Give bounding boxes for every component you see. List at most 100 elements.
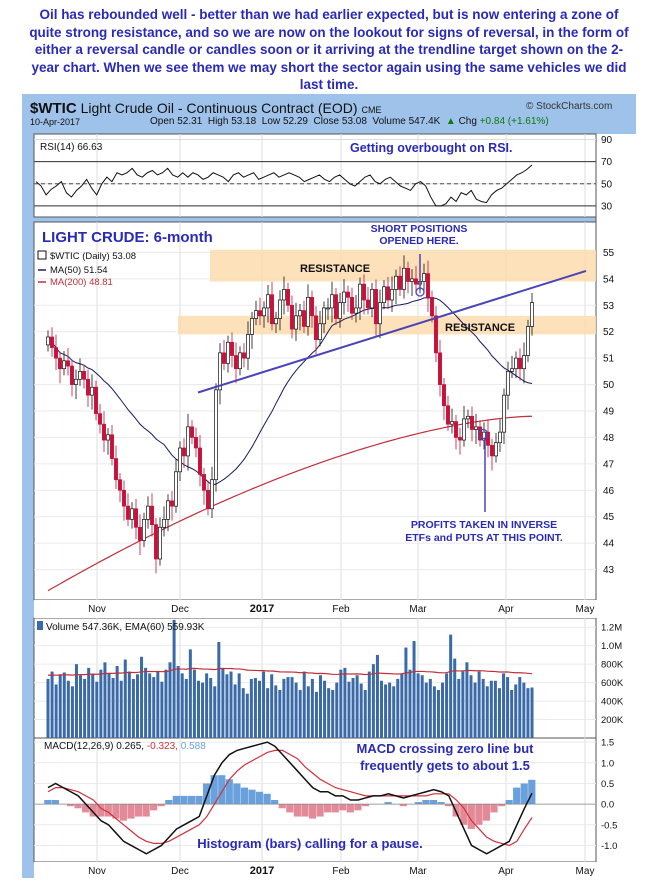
price-tick-label: 49 — [603, 407, 615, 418]
volume-bar — [131, 678, 135, 738]
volume-bar — [302, 671, 306, 738]
candle-body — [82, 371, 86, 380]
macd-histogram-bar — [528, 779, 536, 805]
candle-body — [302, 310, 306, 327]
macd-histogram-bar — [44, 800, 52, 805]
stockcharts-credit: © StockCharts.com — [526, 101, 613, 112]
volume-bar — [213, 686, 217, 738]
candle-body — [98, 413, 102, 425]
x-tick-label-bottom: Apr — [498, 866, 514, 877]
volume-bar — [123, 659, 127, 738]
macd-histogram-bar — [127, 804, 135, 819]
volume-bar — [217, 642, 221, 738]
rsi-annotation: Getting overbought on RSI. — [350, 141, 513, 155]
candle-body — [126, 505, 130, 520]
macd-histogram-bar — [172, 795, 180, 805]
legend-swatch-price — [37, 250, 47, 260]
macd-histogram-bar — [316, 804, 324, 817]
candle-body — [174, 471, 178, 507]
volume-bar — [347, 681, 351, 738]
candle-body — [226, 341, 230, 364]
volume-bar — [371, 664, 375, 738]
x-tick-label-bottom: 2017 — [250, 865, 274, 877]
candle-body — [102, 423, 106, 441]
x-tick-label: 2017 — [250, 603, 274, 615]
candle-body — [202, 474, 206, 491]
volume-bar — [424, 682, 428, 738]
price-tick-label: 51 — [603, 354, 615, 365]
right-axis-strip — [596, 134, 636, 862]
volume-bar — [127, 671, 131, 738]
volume-bar — [95, 681, 99, 738]
volume-bar — [176, 666, 180, 738]
candle-body — [482, 431, 486, 441]
candle-body — [486, 431, 490, 446]
macd-tick-label: 1.0 — [601, 758, 614, 769]
volume-bar — [54, 684, 58, 738]
volume-bar — [469, 675, 473, 738]
candle-body — [370, 289, 374, 309]
candle-body — [146, 505, 150, 520]
macd-histogram-bar — [520, 783, 528, 805]
profit-marker-circle — [477, 428, 489, 440]
volume-bar — [375, 654, 379, 738]
macd-histogram-bar — [482, 804, 491, 821]
volume-bar — [164, 669, 168, 738]
volume-bar — [233, 684, 237, 738]
volume-bar — [119, 680, 123, 738]
macd-histogram-bar — [361, 804, 370, 807]
macd-histogram-bar — [354, 804, 362, 811]
macd-histogram-bar — [346, 804, 354, 813]
candle-body — [134, 508, 138, 528]
volume-bar — [323, 680, 327, 738]
volume-bar — [298, 690, 302, 738]
x-tick-label-bottom: Dec — [171, 866, 189, 877]
macd-tick-label: -0.5 — [601, 820, 617, 831]
panel-label: LIGHT CRUDE: 6-month — [42, 229, 213, 246]
price-tick-label: 47 — [603, 459, 615, 470]
macd-histogram-bar — [286, 804, 294, 813]
resistance-label-lower: RESISTANCE — [445, 322, 515, 334]
volume-bar — [485, 686, 489, 738]
macd-histogram-bar — [490, 804, 498, 813]
volume-tick-label: 600K — [601, 678, 624, 689]
x-tick-label: Dec — [171, 604, 189, 615]
candle-body — [290, 304, 294, 330]
candle-body — [242, 352, 246, 359]
exchange: CME — [361, 105, 382, 115]
volume-bar — [396, 678, 400, 738]
candle-body — [162, 519, 166, 528]
volume-bar — [115, 666, 119, 738]
macd-histogram-bar — [505, 800, 513, 805]
volume-bar — [286, 677, 290, 738]
candle-body — [402, 267, 406, 290]
candle-body — [298, 310, 302, 317]
volume-bar — [201, 682, 205, 738]
volume-bar — [506, 677, 510, 738]
candle-body — [286, 289, 290, 306]
macd-histogram-bar — [104, 804, 112, 817]
candle-body — [334, 294, 338, 319]
volume-tick-label: 800K — [601, 660, 624, 671]
volume-bar — [335, 682, 339, 738]
candle-body — [258, 310, 262, 317]
price-tick-label: 54 — [603, 274, 615, 285]
macd-title-signal: -0.323, — [147, 741, 181, 752]
candle-body — [214, 389, 218, 481]
price-tick-label: 50 — [603, 380, 615, 391]
macd-title-macd: MACD(12,26,9) 0.265, — [44, 741, 147, 752]
candle-body — [446, 405, 450, 425]
chart-date: 10-Apr-2017 — [30, 117, 81, 127]
macd-tick-label: 1.5 — [601, 738, 614, 749]
volume-bar — [412, 641, 416, 738]
candle-body — [114, 458, 118, 481]
macd-histogram-bar — [339, 804, 347, 811]
volume-bar — [70, 686, 74, 738]
price-tick-label: 43 — [603, 565, 615, 576]
rsi-tick-label: 50 — [601, 179, 613, 190]
candle-body — [222, 352, 226, 364]
candle-body — [346, 291, 350, 298]
macd-histogram-bar — [210, 775, 218, 805]
candle-body — [218, 352, 222, 391]
price-tick-label: 52 — [603, 327, 615, 338]
